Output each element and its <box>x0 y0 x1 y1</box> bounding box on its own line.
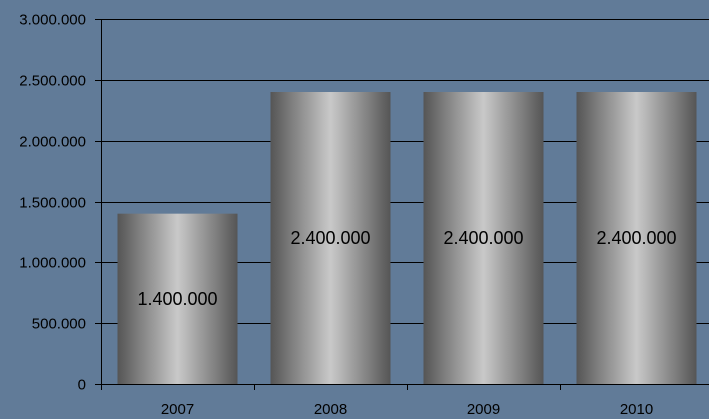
data-label-2010: 2.400.000 <box>596 228 676 248</box>
data-label-2007: 1.400.000 <box>137 289 217 309</box>
bar-2008 <box>270 92 391 384</box>
bar-2010 <box>576 92 697 384</box>
y-tick-label: 1.500.000 <box>19 195 86 212</box>
x-tick-label: 2010 <box>620 401 653 418</box>
data-label-2009: 2.400.000 <box>443 228 523 248</box>
labels: 0 500.000 1.000.000 1.500.000 2.000.000 2.500… <box>19 12 676 419</box>
y-tick-label: 2.000.000 <box>19 134 86 151</box>
y-tick-label: 2.500.000 <box>19 73 86 90</box>
y-tick-label: 1.000.000 <box>19 255 86 272</box>
x-tick-label: 2009 <box>467 401 500 418</box>
data-label-2008: 2.400.000 <box>290 228 370 248</box>
bar-2007 <box>117 213 238 384</box>
bars <box>117 92 697 384</box>
y-tick-label: 500.000 <box>32 316 86 333</box>
y-tick-label: 0 <box>78 377 86 394</box>
bar-2009 <box>423 92 544 384</box>
x-tick-label: 2008 <box>314 401 347 418</box>
x-tick-label: 2007 <box>161 401 194 418</box>
y-tick-label: 3.000.000 <box>19 12 86 29</box>
axes <box>95 19 709 390</box>
